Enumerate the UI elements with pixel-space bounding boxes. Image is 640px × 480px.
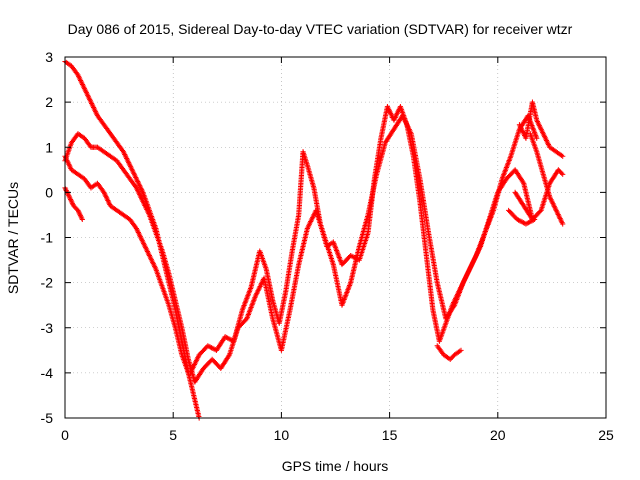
grid-lines: [65, 57, 606, 418]
data-point: [458, 347, 464, 353]
series-track-9: [512, 167, 566, 223]
data-points: [62, 58, 566, 421]
series-track-6: [192, 113, 536, 385]
x-tick-label: 10: [274, 427, 290, 443]
y-axis-label: SDTVAR / TECUs: [5, 182, 21, 294]
y-tick-label: -1: [41, 230, 54, 246]
data-point: [560, 221, 566, 227]
x-tick-label: 5: [169, 427, 177, 443]
axis-ticks: [64, 56, 607, 419]
y-tick-label: -3: [41, 320, 54, 336]
series-track-8: [516, 99, 566, 159]
x-tick-label: 15: [382, 427, 398, 443]
series-track-11: [506, 207, 538, 227]
data-point: [520, 179, 526, 185]
series-track-10: [527, 131, 566, 227]
data-point: [534, 135, 540, 141]
data-point: [79, 216, 85, 223]
y-tick-label: 2: [45, 94, 53, 110]
chart-title: Day 086 of 2015, Sidereal Day-to-day VTE…: [68, 21, 573, 37]
series-track-2: [62, 131, 198, 385]
y-tick-label: -5: [41, 410, 54, 426]
data-point: [226, 353, 232, 359]
y-tick-label: 0: [45, 184, 53, 200]
x-tick-label: 0: [61, 427, 69, 443]
tick-labels: 0 5 10 15 20 25 -5 -4 -3 -2 -1 0 1 2 3: [41, 49, 614, 443]
series-track-4: [62, 153, 191, 376]
x-tick-label: 25: [598, 427, 614, 443]
y-tick-label: 3: [45, 49, 53, 65]
x-tick-label: 20: [490, 427, 506, 443]
data-point: [537, 208, 543, 215]
y-tick-label: 1: [45, 139, 53, 155]
data-point: [560, 153, 566, 159]
data-point: [559, 170, 565, 176]
y-tick-label: -2: [41, 275, 54, 291]
series-track-7: [434, 343, 464, 362]
x-axis-label: GPS time / hours: [282, 458, 389, 474]
data-point: [531, 216, 538, 223]
data-point: [451, 303, 457, 310]
data-point: [560, 171, 566, 177]
y-tick-label: -4: [41, 365, 54, 381]
series-track-3: [62, 185, 85, 223]
